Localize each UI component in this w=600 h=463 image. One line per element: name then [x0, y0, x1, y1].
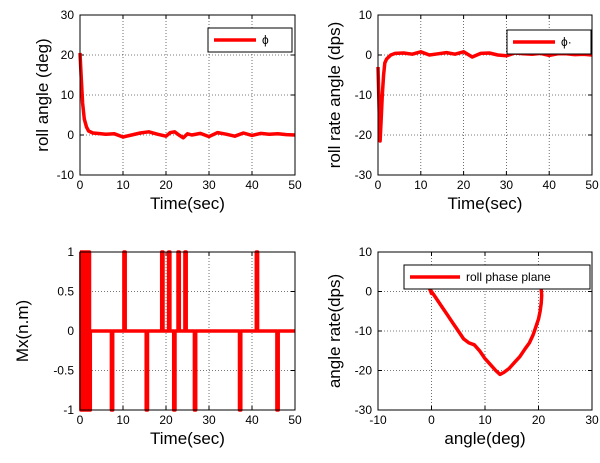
x-tick-label: 50 [288, 178, 302, 192]
y-tick-label: 10 [61, 88, 75, 102]
x-axis-label: Time(sec) [448, 194, 523, 213]
y-tick-label: -10 [57, 168, 75, 182]
legend: ϕ· [506, 29, 592, 55]
y-tick-label: 30 [61, 8, 75, 22]
y-tick-label: 10 [359, 245, 373, 259]
y-tick-label: -0.5 [53, 364, 74, 378]
series-line [78, 52, 296, 140]
y-axis-label: roll angle (deg) [33, 38, 52, 151]
y-tick-label: 0 [67, 324, 74, 338]
y-tick-label: -30 [355, 403, 373, 417]
x-tick-label: 0 [375, 178, 382, 192]
axes-frame [79, 251, 296, 411]
subplot-moment-mx: 0 10 20 30 40 50 -1 -0.5 0 0.5 1 Time(sec) Mx(n.m) [13, 245, 302, 448]
x-axis-label: angle(deg) [444, 429, 525, 448]
y-tick-label: -10 [355, 88, 373, 102]
y-tick-label: 0 [365, 48, 372, 62]
x-tick-label: 30 [500, 178, 514, 192]
legend-label: ϕ· [561, 35, 572, 49]
y-axis-label: angle rate(dps) [325, 274, 344, 388]
y-tick-label: -30 [355, 168, 373, 182]
y-tick-label: 0.5 [57, 285, 74, 299]
x-tick-label: -10 [369, 413, 387, 427]
x-tick-label: 0 [428, 413, 435, 427]
x-tick-label: 10 [478, 413, 492, 427]
x-tick-label: 20 [457, 178, 471, 192]
legend: ϕ [207, 27, 293, 53]
x-tick-label: 50 [585, 178, 599, 192]
x-tick-label: 40 [543, 178, 557, 192]
subplot-roll-phase-plane: -10 0 10 20 30 -30 -20 -10 0 10 angle(deg) angle ra… [325, 245, 599, 448]
axes-frame [377, 14, 593, 176]
x-tick-label: 30 [202, 178, 216, 192]
x-tick-label: 50 [288, 413, 302, 427]
x-tick-label: 10 [116, 413, 130, 427]
x-tick-label: 40 [245, 413, 259, 427]
x-tick-label: 0 [77, 178, 84, 192]
y-tick-label: 0 [365, 285, 372, 299]
subplot-roll-rate: 0 10 20 30 40 50 -30 -20 -10 0 10 Time(sec) roll rat… [325, 8, 599, 213]
axes-frame [377, 251, 593, 411]
legend-label: ϕ [262, 33, 269, 47]
x-tick-label: 20 [159, 178, 173, 192]
y-tick-label: -20 [355, 364, 373, 378]
x-tick-label: 20 [159, 413, 173, 427]
x-tick-label: 40 [245, 178, 259, 192]
y-axis-label: roll rate angle (dps) [325, 22, 344, 168]
axes-frame [79, 14, 296, 176]
y-tick-label: 1 [67, 245, 74, 259]
y-tick-label: 0 [67, 128, 74, 142]
y-tick-label: 20 [61, 48, 75, 62]
x-tick-label: 20 [532, 413, 546, 427]
legend-label: roll phase plane [466, 270, 551, 284]
y-axis-label: Mx(n.m) [13, 300, 32, 362]
x-axis-label: Time(sec) [150, 194, 225, 213]
x-tick-label: 30 [202, 413, 216, 427]
y-tick-label: -20 [355, 128, 373, 142]
legend: roll phase plane [403, 264, 591, 290]
x-axis-label: Time(sec) [150, 429, 225, 448]
x-tick-label: 10 [414, 178, 428, 192]
series-line [428, 287, 544, 377]
x-tick-label: 10 [116, 178, 130, 192]
y-tick-label: 10 [359, 8, 373, 22]
y-tick-label: -1 [63, 403, 74, 417]
y-tick-label: -10 [355, 324, 373, 338]
x-tick-label: 0 [77, 413, 84, 427]
x-tick-label: 30 [585, 413, 599, 427]
